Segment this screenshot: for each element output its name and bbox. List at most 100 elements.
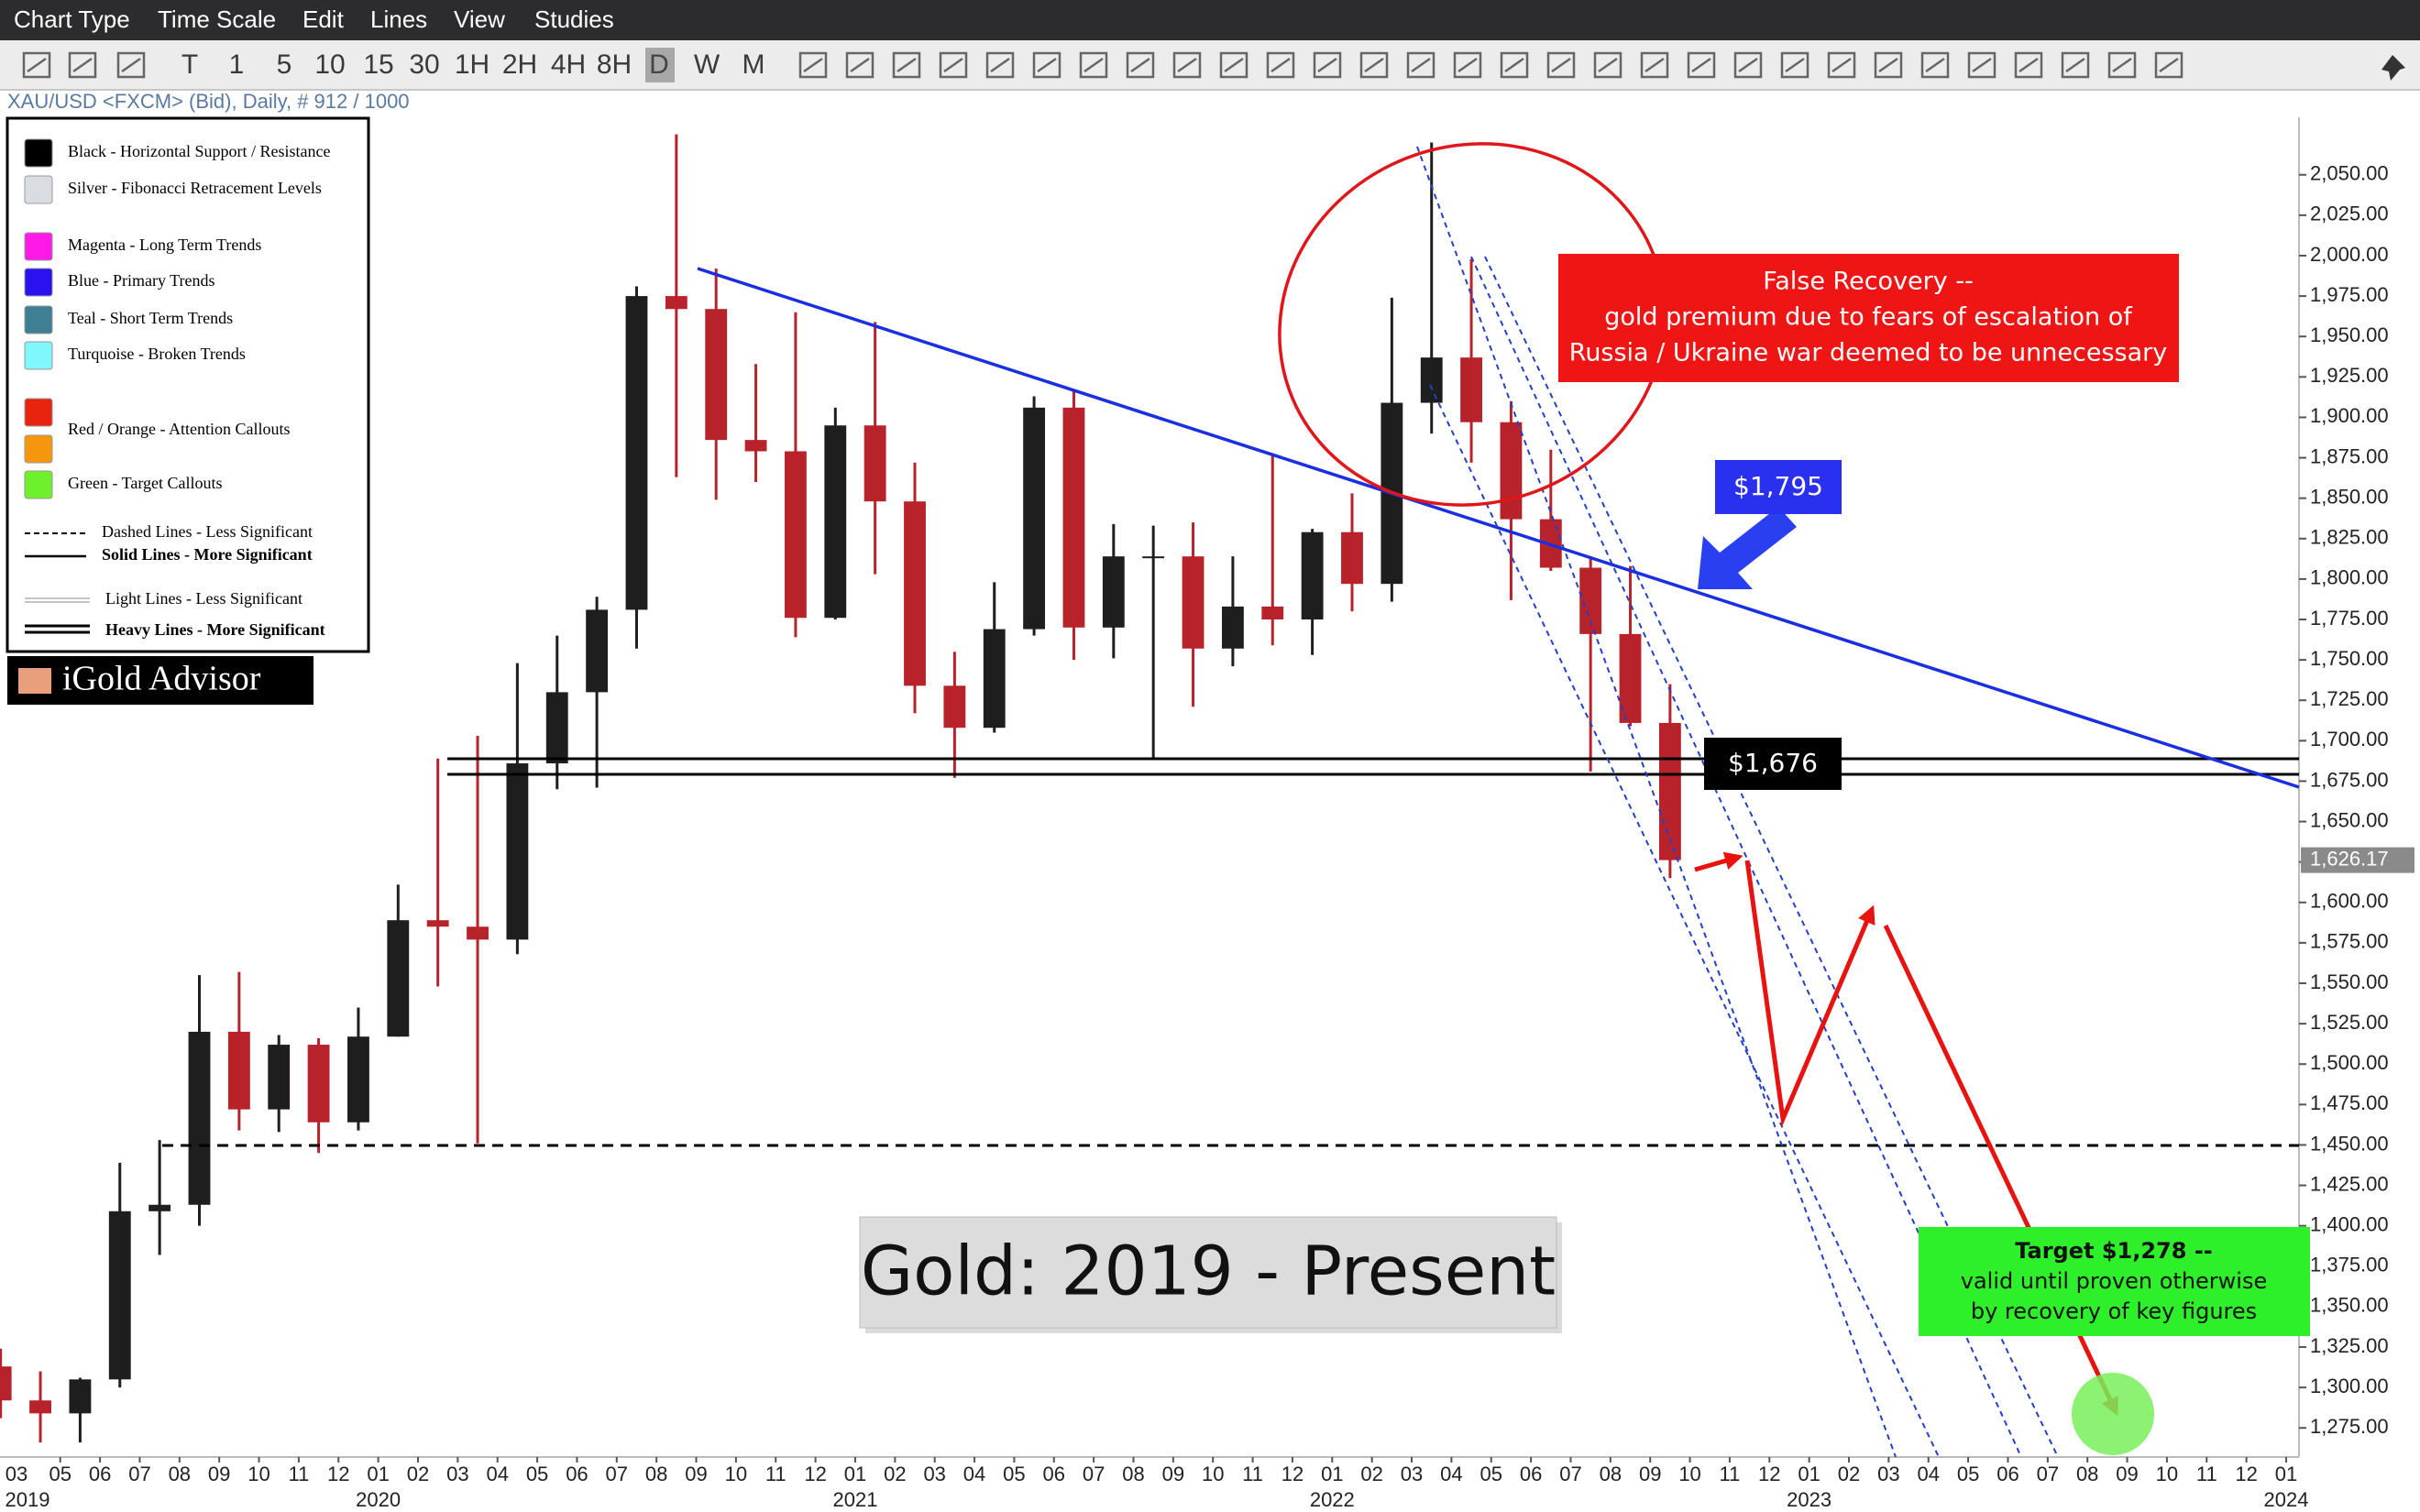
- interval-button[interactable]: 8H: [597, 49, 632, 80]
- y-tick-label: 1,950.00: [2310, 323, 2389, 346]
- interval-button[interactable]: 15: [363, 49, 393, 80]
- icon-glyph: [1780, 51, 1810, 79]
- toolbar-icon[interactable]: [1406, 51, 1436, 79]
- candle-body: [69, 1379, 92, 1414]
- toolbar-icon[interactable]: [1640, 51, 1669, 79]
- interval-button[interactable]: 1: [229, 49, 245, 80]
- y-tick-label: 1,650.00: [2310, 808, 2389, 831]
- toolbar-icon[interactable]: [1079, 51, 1108, 79]
- interval-button[interactable]: 10: [314, 49, 345, 80]
- y-tick-label: 1,375.00: [2310, 1254, 2389, 1276]
- legend-swatch: [24, 232, 53, 261]
- x-tick-label: 10: [248, 1463, 270, 1485]
- toolbar-icon[interactable]: [116, 51, 146, 79]
- icon-glyph: [1827, 51, 1856, 79]
- icon-glyph: [1037, 57, 1057, 73]
- icon-glyph: [850, 57, 870, 73]
- candle-body: [1023, 407, 1046, 630]
- candle-body: [943, 685, 966, 729]
- icon-glyph: [1084, 57, 1104, 73]
- toolbar-icon[interactable]: [1359, 51, 1389, 79]
- x-tick-label: 08: [1600, 1463, 1622, 1485]
- toolbar-icon[interactable]: [1266, 51, 1295, 79]
- x-tick-label: 05: [526, 1463, 548, 1485]
- toolbar-icon[interactable]: [1500, 51, 1529, 79]
- y-tick-label: 1,725.00: [2310, 687, 2389, 710]
- legend-line-label: Heavy Lines - More Significant: [105, 620, 325, 639]
- toolbar-icon[interactable]: [1827, 51, 1856, 79]
- candle-body: [1261, 606, 1284, 619]
- toolbar-icon[interactable]: [892, 51, 921, 79]
- x-tick-label: 01: [367, 1463, 389, 1485]
- icon-glyph: [1458, 57, 1478, 73]
- toolbar-icon[interactable]: [845, 51, 874, 79]
- y-tick-label: 1,575.00: [2310, 930, 2389, 953]
- x-tick-label: 06: [566, 1463, 588, 1485]
- toolbar-icon[interactable]: [1780, 51, 1810, 79]
- toolbar-icon[interactable]: [798, 51, 828, 79]
- x-tick-label: 04: [963, 1463, 985, 1485]
- y-tick-label: 1,850.00: [2310, 485, 2389, 508]
- toolbar-icon[interactable]: [985, 51, 1015, 79]
- y-tick-label: 1,475.00: [2310, 1091, 2389, 1114]
- toolbar-icon[interactable]: [1874, 51, 1903, 79]
- icon-glyph: [1224, 57, 1244, 73]
- toolbar-icon[interactable]: [1593, 51, 1622, 79]
- icon-glyph: [1453, 51, 1482, 79]
- menu-item[interactable]: Edit: [302, 5, 345, 33]
- toolbar-icon[interactable]: [1032, 51, 1062, 79]
- interval-button[interactable]: M: [742, 49, 765, 80]
- menu-item[interactable]: Lines: [370, 5, 427, 33]
- interval-button[interactable]: T: [182, 49, 198, 80]
- toolbar-icon[interactable]: [1967, 51, 1996, 79]
- x-tick-label: 04: [486, 1463, 508, 1485]
- toolbar-icon[interactable]: [1920, 51, 1950, 79]
- y-tick-label: 2,025.00: [2310, 203, 2389, 225]
- icon-glyph: [1878, 57, 1898, 73]
- toolbar-icon[interactable]: [22, 51, 51, 79]
- toolbar-icon[interactable]: [2014, 51, 2043, 79]
- interval-button[interactable]: 2H: [502, 49, 537, 80]
- toolbar-icon[interactable]: [1687, 51, 1716, 79]
- y-tick-label: 2,050.00: [2310, 162, 2389, 185]
- icon-glyph: [798, 51, 828, 79]
- callout-text: False Recovery --: [1763, 268, 1974, 296]
- toolbar-icon[interactable]: [1126, 51, 1155, 79]
- legend-line-label: Solid Lines - More Significant: [102, 545, 313, 564]
- toolbar-icon[interactable]: [2061, 51, 2090, 79]
- menu-item[interactable]: Time Scale: [158, 5, 276, 33]
- interval-button[interactable]: 30: [409, 49, 439, 80]
- toolbar-icon[interactable]: [68, 51, 97, 79]
- interval-button[interactable]: 1H: [455, 49, 490, 80]
- interval-button[interactable]: 4H: [551, 49, 586, 80]
- toolbar-icon[interactable]: [1453, 51, 1482, 79]
- year-label: 2022: [1310, 1488, 1355, 1511]
- legend-box: [6, 116, 370, 653]
- x-tick-label: 07: [128, 1463, 150, 1485]
- toolbar-icon[interactable]: [939, 51, 968, 79]
- toolbar-icon[interactable]: [1733, 51, 1763, 79]
- y-tick-label: 1,450.00: [2310, 1132, 2389, 1155]
- y-tick-label: 1,900.00: [2310, 404, 2389, 427]
- legend-label: Black - Horizontal Support / Resistance: [68, 142, 330, 160]
- interval-button[interactable]: W: [694, 49, 720, 80]
- menu-item[interactable]: View: [454, 5, 505, 33]
- support-label: $1,676: [1728, 748, 1818, 778]
- toolbar-icon[interactable]: [1219, 51, 1248, 79]
- menu-item[interactable]: Studies: [534, 5, 614, 33]
- interval-button[interactable]: D: [649, 49, 669, 80]
- title-box-text: Gold: 2019 - Present: [861, 1233, 1556, 1311]
- toolbar-icon[interactable]: [2107, 51, 2137, 79]
- icon-glyph: [943, 57, 963, 73]
- icon-glyph: [2018, 57, 2039, 73]
- menu-item[interactable]: Chart Type: [14, 5, 130, 33]
- icon-glyph: [1313, 51, 1342, 79]
- toolbar-icon[interactable]: [1546, 51, 1576, 79]
- toolbar-icon[interactable]: [1313, 51, 1342, 79]
- icon-glyph: [2065, 57, 2085, 73]
- candle-body: [506, 763, 529, 940]
- toolbar-icon[interactable]: [1172, 51, 1202, 79]
- pin-icon[interactable]: [2382, 55, 2405, 81]
- interval-button[interactable]: 5: [277, 49, 292, 80]
- toolbar-icon[interactable]: [2154, 51, 2184, 79]
